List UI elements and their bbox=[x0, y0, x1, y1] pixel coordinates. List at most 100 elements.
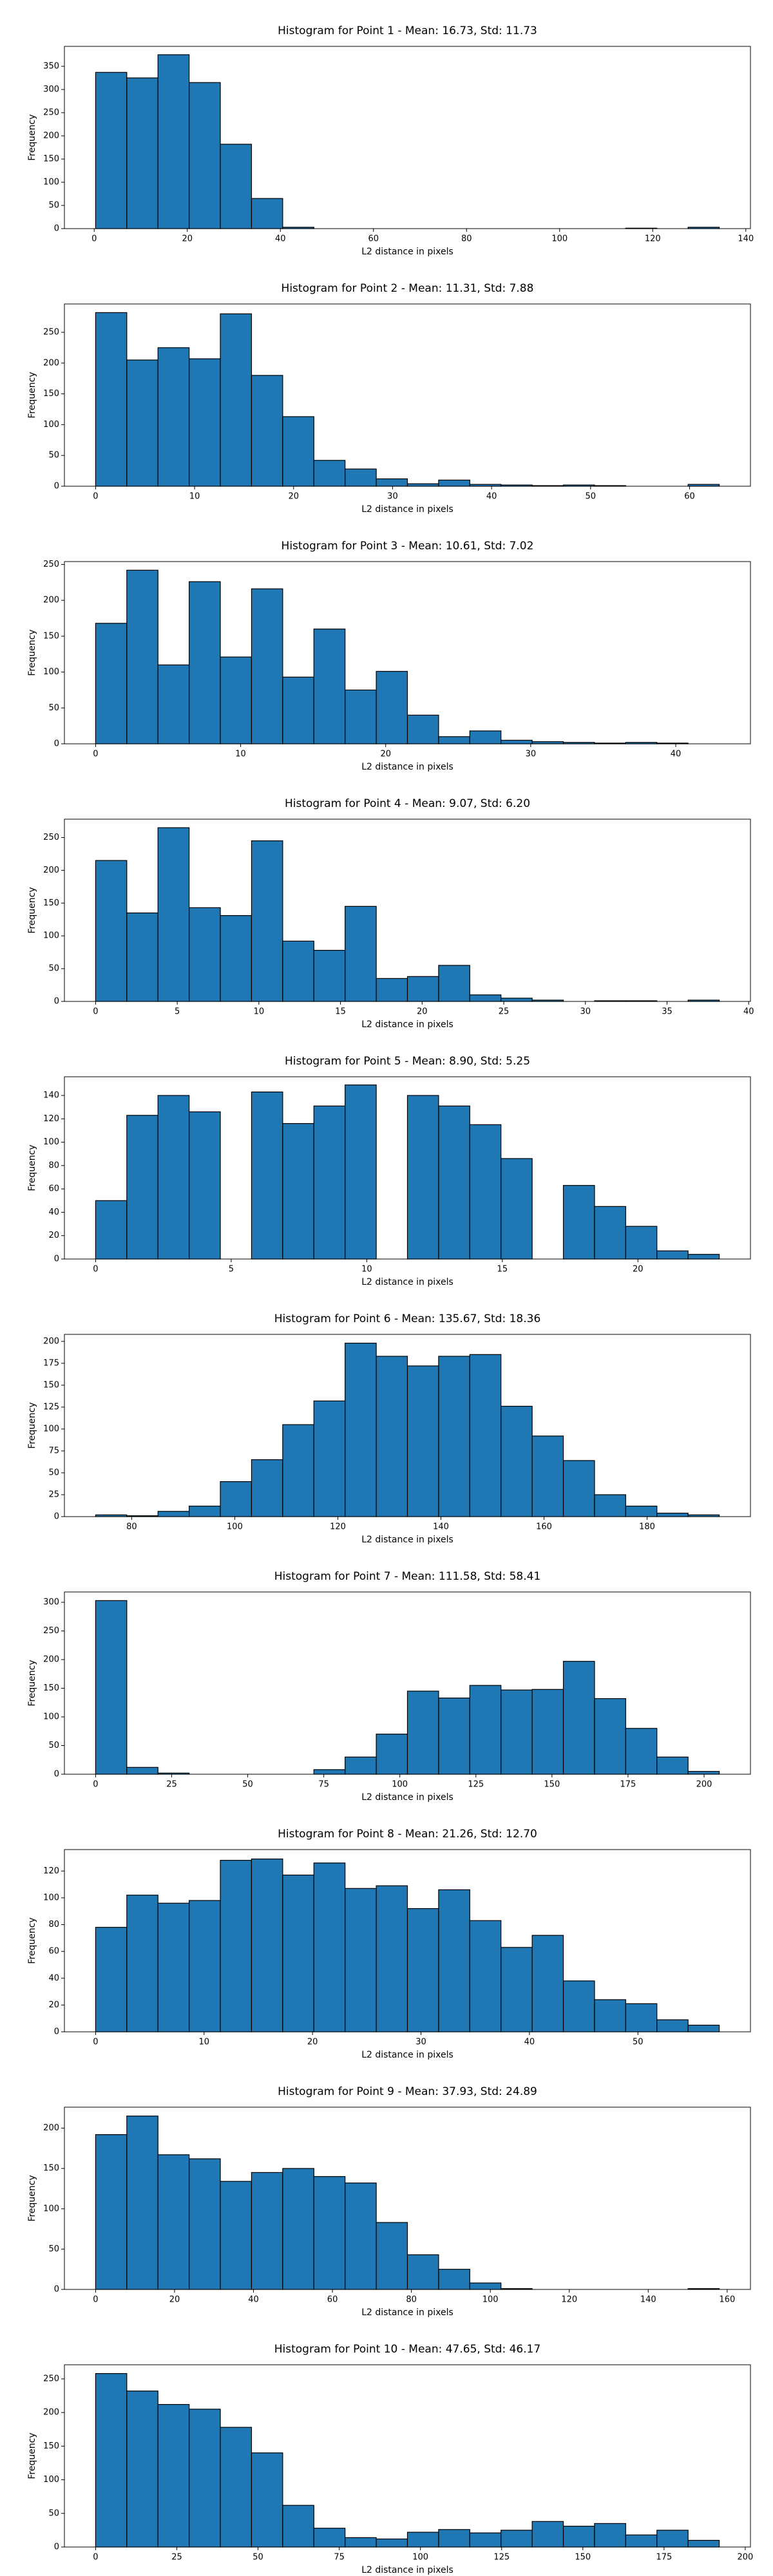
y-tick-label: 125 bbox=[43, 1402, 59, 1412]
chart-title: Histogram for Point 2 - Mean: 11.31, Std… bbox=[282, 282, 534, 295]
bar bbox=[438, 479, 470, 487]
x-tick-label: 50 bbox=[253, 2553, 263, 2562]
y-axis-label: Frequency bbox=[27, 1144, 37, 1191]
x-axis-label: L2 distance in pixels bbox=[361, 247, 453, 257]
x-tick-label: 160 bbox=[719, 2295, 735, 2305]
y-tick-label: 100 bbox=[43, 1424, 59, 1434]
x-tick-label: 200 bbox=[738, 2553, 754, 2562]
bar bbox=[157, 827, 190, 1002]
y-tick-label: 200 bbox=[43, 358, 59, 368]
axes-frame bbox=[64, 561, 751, 744]
y-tick-label: 250 bbox=[43, 1626, 59, 1636]
y-tick-label: 200 bbox=[43, 596, 59, 605]
x-axis-label: L2 distance in pixels bbox=[361, 1277, 453, 1287]
x-tick-label: 60 bbox=[327, 2295, 338, 2305]
x-tick-label: 30 bbox=[415, 2038, 426, 2047]
y-tick-label: 200 bbox=[43, 1336, 59, 1346]
bar bbox=[406, 1690, 439, 1775]
bar bbox=[562, 1460, 595, 1517]
bar bbox=[251, 588, 283, 744]
y-tick-label: 60 bbox=[48, 1184, 59, 1194]
subplot: Histogram for Point 2 - Mean: 11.31, Std… bbox=[27, 282, 751, 515]
bar bbox=[438, 1889, 470, 2032]
bar bbox=[438, 1105, 470, 1260]
bar bbox=[376, 478, 408, 487]
y-axis-label: Frequency bbox=[27, 887, 37, 933]
y-tick-label: 50 bbox=[48, 703, 59, 713]
x-tick-label: 0 bbox=[93, 1265, 98, 1274]
y-tick-label: 100 bbox=[43, 1893, 59, 1902]
x-tick-label: 125 bbox=[493, 2553, 510, 2562]
subplot: Histogram for Point 3 - Mean: 10.61, Std… bbox=[27, 540, 751, 772]
x-tick-label: 180 bbox=[639, 1522, 655, 1532]
y-tick-label: 100 bbox=[43, 667, 59, 677]
bar bbox=[625, 1506, 658, 1517]
bar bbox=[406, 1908, 439, 2032]
x-tick-label: 120 bbox=[645, 234, 661, 244]
bar bbox=[126, 2116, 158, 2290]
x-tick-label: 160 bbox=[536, 1522, 552, 1532]
x-tick-label: 30 bbox=[526, 750, 537, 759]
bar bbox=[220, 313, 253, 487]
bar bbox=[656, 2530, 689, 2548]
bar bbox=[220, 144, 253, 229]
bar bbox=[157, 1511, 190, 1517]
bar bbox=[406, 2254, 439, 2290]
bar bbox=[220, 656, 253, 744]
bar bbox=[438, 2269, 470, 2290]
bar bbox=[438, 1356, 470, 1517]
bar bbox=[126, 569, 158, 744]
x-tick-label: 0 bbox=[93, 1780, 98, 1790]
bar bbox=[313, 1769, 346, 1775]
bar bbox=[406, 714, 439, 744]
bar bbox=[189, 2158, 221, 2290]
bar bbox=[126, 77, 158, 229]
x-tick-label: 25 bbox=[499, 1007, 510, 1017]
y-tick-label: 20 bbox=[48, 1231, 59, 1240]
bar bbox=[251, 1858, 283, 2032]
bar bbox=[126, 2391, 158, 2548]
axes-frame bbox=[64, 303, 751, 487]
y-tick-label: 250 bbox=[43, 833, 59, 842]
bar bbox=[313, 460, 346, 487]
y-tick-label: 40 bbox=[48, 1973, 59, 1983]
bar bbox=[95, 2372, 128, 2548]
chart-title: Histogram for Point 3 - Mean: 10.61, Std… bbox=[282, 540, 534, 553]
y-tick-label: 100 bbox=[43, 2204, 59, 2213]
bar bbox=[282, 416, 314, 487]
x-tick-label: 60 bbox=[684, 492, 695, 502]
chart-title: Histogram for Point 9 - Mean: 37.93, Std… bbox=[278, 2085, 537, 2098]
y-tick-label: 80 bbox=[48, 1160, 59, 1170]
bar bbox=[376, 1885, 408, 2032]
y-tick-label: 50 bbox=[48, 451, 59, 460]
x-tick-label: 80 bbox=[126, 1522, 137, 1532]
y-tick-label: 250 bbox=[43, 327, 59, 337]
bar bbox=[95, 71, 128, 229]
bar bbox=[157, 1902, 190, 2032]
bar bbox=[313, 1400, 346, 1517]
axes-frame bbox=[64, 819, 751, 1002]
x-tick-label: 5 bbox=[229, 1265, 234, 1274]
x-tick-label: 30 bbox=[387, 492, 398, 502]
x-tick-label: 0 bbox=[93, 2038, 98, 2047]
bar bbox=[126, 912, 158, 1002]
y-tick-label: 0 bbox=[54, 2285, 59, 2295]
chart-title: Histogram for Point 6 - Mean: 135.67, St… bbox=[274, 1312, 541, 1325]
bar bbox=[531, 741, 564, 744]
y-tick-label: 200 bbox=[43, 131, 59, 140]
bar bbox=[220, 915, 253, 1002]
x-tick-label: 20 bbox=[417, 1007, 428, 1017]
bar bbox=[126, 1895, 158, 2032]
bar bbox=[376, 1734, 408, 1775]
bar bbox=[95, 312, 128, 487]
bar bbox=[345, 2183, 377, 2290]
axes-frame bbox=[64, 2364, 751, 2548]
y-tick-label: 50 bbox=[48, 200, 59, 210]
y-tick-label: 150 bbox=[43, 154, 59, 164]
bar bbox=[282, 1122, 314, 1260]
y-tick-label: 120 bbox=[43, 1114, 59, 1124]
bar bbox=[687, 1254, 720, 1260]
bar bbox=[345, 1888, 377, 2032]
y-tick-label: 150 bbox=[43, 631, 59, 641]
